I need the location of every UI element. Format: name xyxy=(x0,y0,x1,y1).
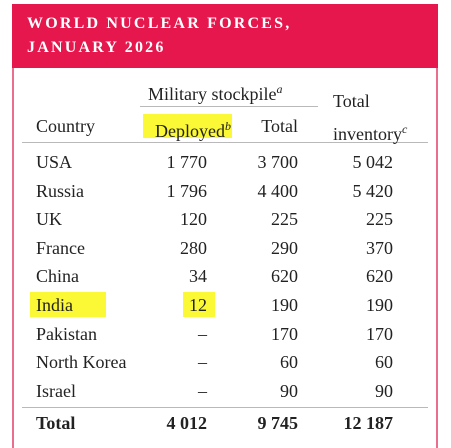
cell-number: 190 xyxy=(271,295,298,315)
cell-number: 9 745 xyxy=(257,413,299,433)
group-header-text: Military stockpile xyxy=(148,84,277,104)
highlight xyxy=(183,292,215,317)
highlight xyxy=(30,292,106,317)
cell-number: 120 xyxy=(180,209,207,230)
footnote-mark: b xyxy=(225,119,231,133)
group-header: Military stockpilea xyxy=(148,78,282,105)
cell-number: 190 xyxy=(366,295,393,315)
cell-number: 4 012 xyxy=(166,413,208,433)
cell-number: 60 xyxy=(280,352,298,373)
column-header-text: Total inventory xyxy=(333,91,402,144)
cell-number: – xyxy=(198,323,207,344)
cell-number: 90 xyxy=(280,380,298,401)
cell-text: Pakistan xyxy=(36,323,97,344)
cell-text: India xyxy=(36,295,73,315)
cell-text: Total xyxy=(36,413,76,433)
column-header-text: Country xyxy=(36,116,96,136)
title: JANUARY 2026 xyxy=(27,39,166,56)
cell-number: 90 xyxy=(375,380,393,401)
cell-number: 290 xyxy=(271,237,298,258)
cell-number: 370 xyxy=(366,237,393,258)
cell-number: 620 xyxy=(271,266,298,287)
cell-text: North Korea xyxy=(36,352,127,373)
cell-number: 280 xyxy=(180,237,207,258)
cell-text: France xyxy=(36,237,85,258)
footnote-mark: a xyxy=(276,82,283,96)
cell-number: 170 xyxy=(366,323,393,344)
cell-text: Israel xyxy=(36,380,76,401)
rule xyxy=(140,106,318,107)
column-header: Country xyxy=(36,115,95,137)
header-band xyxy=(12,4,438,68)
cell-number: 12 187 xyxy=(343,413,394,433)
cell-number: 225 xyxy=(366,209,393,230)
cell-text: China xyxy=(36,266,79,287)
rule xyxy=(22,407,428,408)
cell-number: 4 400 xyxy=(257,180,299,201)
cell-number: 5 042 xyxy=(352,152,394,172)
cell-number: – xyxy=(198,380,207,401)
column-header: Deployedb xyxy=(155,115,231,142)
cell-number: 60 xyxy=(375,352,393,373)
title: WORLD NUCLEAR FORCES, xyxy=(27,15,292,32)
cell-number: 620 xyxy=(366,266,393,287)
column-header-text: Total xyxy=(261,116,298,136)
cell-number: 225 xyxy=(271,209,298,230)
footnote-mark: c xyxy=(402,122,408,136)
cell-number: 3 700 xyxy=(257,152,299,172)
cell-number: 170 xyxy=(271,323,298,344)
cell-text: UK xyxy=(36,209,62,230)
cell-number: 12 xyxy=(189,295,207,315)
cell-number: – xyxy=(198,352,207,373)
highlight xyxy=(143,114,232,138)
column-header-text: Deployed xyxy=(155,121,225,141)
border xyxy=(436,68,438,448)
cell-number: 1 796 xyxy=(166,180,208,201)
cell-number: 5 420 xyxy=(352,180,394,201)
cell-text: USA xyxy=(36,152,73,172)
cell-number: 34 xyxy=(189,266,207,287)
column-header: Total inventoryc xyxy=(333,87,428,148)
cell-text: Russia xyxy=(36,180,85,201)
rule xyxy=(22,142,428,143)
border xyxy=(12,68,14,448)
cell-number: 1 770 xyxy=(166,152,208,172)
column-header: Total xyxy=(261,115,298,137)
